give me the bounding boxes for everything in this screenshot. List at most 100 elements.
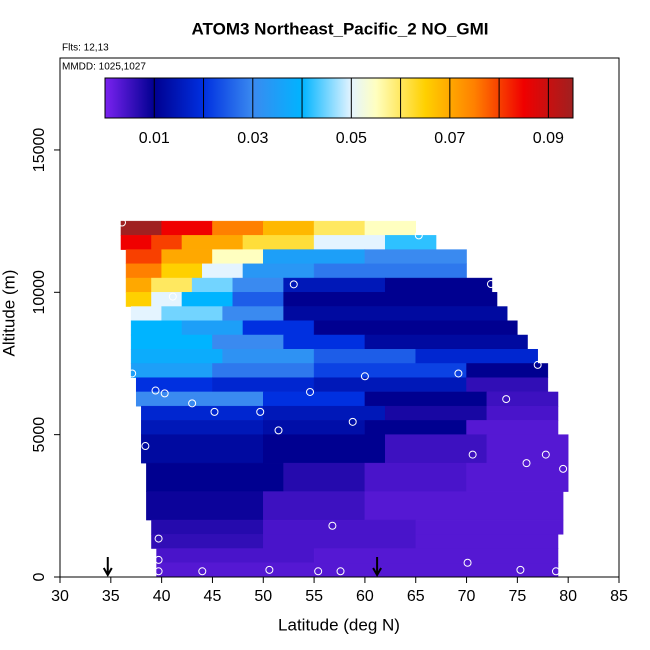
heat-cell: [263, 249, 366, 265]
x-tick-label: 65: [407, 588, 425, 605]
heat-cell: [141, 434, 264, 464]
heat-cell: [313, 548, 559, 564]
heat-cell: [141, 405, 264, 421]
y-axis-label: Altitude (m): [0, 270, 18, 357]
heat-cell: [466, 363, 549, 378]
sample-point: [533, 360, 542, 369]
heat-cell: [415, 519, 564, 535]
colorbar: [104, 77, 574, 119]
sample-point: [463, 558, 472, 567]
heat-cell: [384, 434, 488, 464]
colorbar-tick-label: 0.07: [434, 130, 465, 147]
heat-cell: [161, 263, 203, 279]
heat-cell: [151, 534, 264, 549]
sample-point: [336, 567, 345, 576]
x-tick-label: 80: [559, 588, 577, 605]
heat-cell: [212, 220, 264, 236]
heat-cell: [364, 491, 564, 521]
x-tick-label: 55: [305, 588, 323, 605]
sample-point: [348, 417, 357, 426]
heat-cell: [156, 562, 559, 578]
sample-point: [306, 387, 315, 396]
heat-cell: [415, 534, 559, 549]
sample-point: [289, 280, 298, 289]
heat-cell: [151, 277, 193, 293]
heat-cell: [161, 249, 213, 265]
heat-cell: [212, 377, 315, 393]
heat-cell: [156, 548, 315, 564]
heat-cell: [313, 263, 467, 279]
heat-cell: [232, 292, 284, 307]
heat-cell: [242, 235, 315, 250]
sample-point: [265, 565, 274, 574]
heat-cell: [313, 348, 416, 364]
x-axis-label: Latitude (deg N): [278, 615, 400, 634]
heat-cell: [263, 405, 386, 421]
heat-cell: [151, 519, 264, 535]
heat-cell: [384, 277, 493, 293]
heat-cell: [222, 306, 284, 322]
x-tick-label: 60: [356, 588, 374, 605]
heat-cell: [283, 277, 386, 293]
x-tick-label: 35: [102, 588, 120, 605]
colorbar-tick-label: 0.05: [336, 130, 367, 147]
x-tick-label: 85: [610, 588, 628, 605]
heat-cell: [364, 391, 488, 407]
heat-cell: [364, 220, 416, 236]
x-tick-label: 75: [508, 588, 526, 605]
annotation: Flts: 12,13: [62, 43, 109, 54]
heat-cell: [212, 363, 315, 378]
sample-point: [151, 386, 160, 395]
annotation: MMDD: 1025,1027: [62, 62, 146, 73]
heat-cell: [181, 292, 234, 307]
heat-cell: [283, 462, 366, 492]
heat-cell: [313, 235, 386, 250]
sample-point: [141, 442, 150, 451]
sample-point: [468, 450, 477, 459]
sample-point: [256, 407, 265, 416]
y-tick-label: 0: [31, 572, 48, 581]
sample-point: [154, 534, 163, 543]
heat-cell: [466, 377, 549, 393]
heat-cell: [263, 391, 366, 407]
heat-cell: [384, 235, 437, 250]
sample-point: [559, 464, 568, 473]
heat-cell: [263, 519, 416, 535]
sample-point: [516, 565, 525, 574]
heat-cell: [313, 363, 467, 378]
heat-cell: [415, 348, 538, 364]
heat-cell: [313, 377, 467, 393]
chart-title: ATOM3 Northeast_Pacific_2 NO_GMI: [192, 19, 489, 38]
heat-cell: [120, 220, 162, 236]
arrow: [372, 557, 382, 578]
sample-point: [541, 450, 550, 459]
sample-point: [414, 231, 423, 240]
heat-cell: [486, 434, 569, 464]
heat-cell: [202, 263, 244, 279]
colorbar-tick-label: 0.03: [237, 130, 268, 147]
x-tick-label: 40: [153, 588, 171, 605]
heat-cell: [242, 263, 315, 279]
sample-point: [117, 218, 126, 227]
heat-cell: [130, 334, 213, 350]
heat-cell: [222, 348, 315, 364]
heat-cell: [263, 434, 386, 464]
sample-point: [168, 292, 177, 301]
sample-point: [210, 407, 219, 416]
sample-point: [486, 280, 495, 289]
heat-cell: [313, 220, 366, 236]
heat-cell: [364, 420, 467, 435]
sample-point: [128, 369, 137, 378]
sample-point: [502, 395, 511, 404]
sample-point: [551, 567, 560, 576]
heat-cell: [283, 292, 498, 307]
heat-cell: [161, 220, 213, 236]
heat-cell: [232, 277, 284, 293]
x-tick-label: 50: [254, 588, 272, 605]
heat-cell: [212, 334, 284, 350]
sample-point: [154, 567, 163, 576]
heat-cell: [486, 391, 559, 407]
heat-cell: [283, 334, 366, 350]
heat-cell: [120, 235, 152, 250]
